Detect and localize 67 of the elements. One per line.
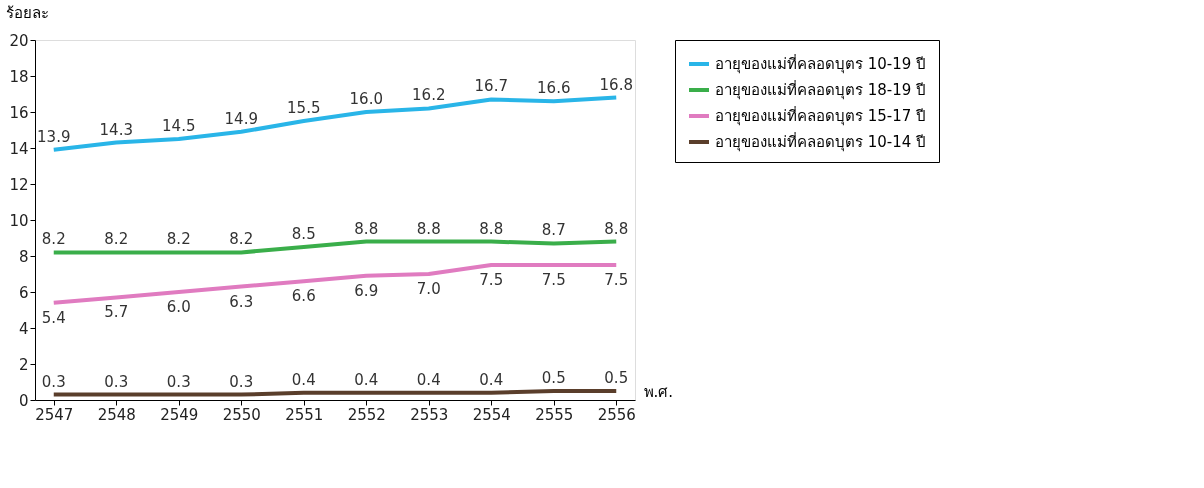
data-label: 16.7: [474, 77, 508, 96]
data-label: 0.3: [166, 372, 191, 391]
y-tick-label: 0: [18, 391, 29, 410]
data-label: 16.0: [349, 90, 383, 108]
data-label: 8.8: [479, 219, 504, 238]
data-label: 0.4: [479, 370, 504, 389]
y-tick-label: 20: [9, 31, 29, 50]
data-label: 6.0: [166, 298, 191, 316]
x-tick-label: 2553: [410, 405, 449, 424]
x-tick-label: 2554: [472, 405, 511, 424]
y-tick-label: 6: [18, 283, 29, 302]
y-tick-label: 4: [18, 319, 29, 338]
data-label: 15.5: [287, 99, 321, 117]
data-label: 8.8: [354, 219, 379, 238]
x-tick-label: 2547: [35, 405, 74, 424]
data-label: 5.7: [104, 303, 129, 322]
data-label: 7.5: [541, 271, 566, 289]
x-tick-label: 2549: [160, 405, 199, 424]
legend-label: อายุของแม่ที่คลอดบุตร 15-17 ปี: [715, 105, 927, 126]
data-label: 8.2: [229, 230, 254, 249]
data-label: 8.5: [291, 225, 316, 243]
data-label: 0.5: [541, 369, 566, 387]
data-label: 0.4: [291, 370, 316, 389]
data-label: 0.3: [104, 372, 129, 391]
x-axis-title: พ.ศ.: [643, 382, 674, 401]
data-label: 0.4: [354, 370, 379, 389]
data-label: 7.5: [604, 271, 629, 289]
data-label: 16.2: [412, 86, 446, 105]
y-tick-label: 18: [9, 67, 29, 86]
data-label: 8.2: [166, 230, 191, 249]
data-label: 16.6: [537, 79, 571, 98]
y-axis-title: ร้อยละ: [5, 3, 49, 22]
data-label: 8.2: [104, 230, 129, 249]
data-label: 6.3: [229, 292, 254, 311]
data-label: 0.3: [41, 372, 66, 391]
y-tick-label: 2: [18, 355, 29, 374]
legend-label: อายุของแม่ที่คลอดบุตร 10-19 ปี: [715, 53, 927, 74]
x-tick-label: 2552: [347, 405, 386, 424]
data-label: 16.8: [599, 75, 633, 94]
y-tick-label: 12: [9, 175, 29, 194]
data-label: 8.7: [541, 221, 566, 240]
data-label: 14.9: [224, 109, 258, 128]
data-label: 0.4: [416, 370, 441, 389]
data-label: 14.5: [162, 117, 196, 135]
legend-label: อายุของแม่ที่คลอดบุตร 10-14 ปี: [715, 131, 927, 152]
y-tick-label: 10: [9, 211, 29, 230]
data-label: 13.9: [37, 127, 71, 146]
x-tick-label: 2556: [597, 405, 636, 424]
data-label: 5.4: [41, 308, 66, 327]
data-label: 8.8: [416, 219, 441, 238]
y-tick-label: 8: [18, 247, 29, 266]
data-label: 14.3: [99, 120, 133, 139]
data-label: 0.5: [604, 369, 629, 387]
x-tick-label: 2551: [285, 405, 324, 424]
data-label: 8.2: [41, 230, 66, 249]
x-tick-label: 2550: [222, 405, 261, 424]
data-label: 0.3: [229, 372, 254, 391]
data-label: 6.9: [354, 281, 379, 300]
data-label: 7.5: [479, 271, 504, 289]
y-tick-label: 14: [9, 139, 29, 158]
data-label: 6.6: [291, 287, 316, 306]
data-label: 7.0: [416, 280, 441, 298]
legend-label: อายุของแม่ที่คลอดบุตร 18-19 ปี: [715, 79, 927, 100]
data-label: 8.8: [604, 219, 629, 238]
x-tick-label: 2548: [97, 405, 136, 424]
x-tick-label: 2555: [535, 405, 574, 424]
y-tick-label: 16: [9, 103, 29, 122]
